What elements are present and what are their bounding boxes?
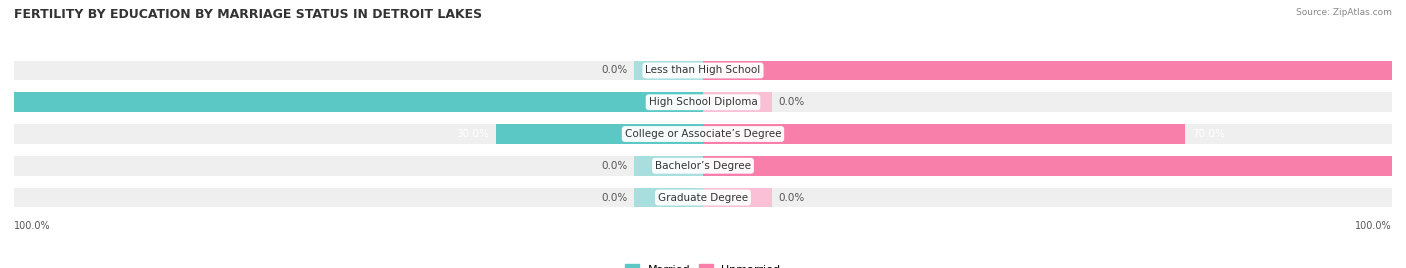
Text: FERTILITY BY EDUCATION BY MARRIAGE STATUS IN DETROIT LAKES: FERTILITY BY EDUCATION BY MARRIAGE STATU… bbox=[14, 8, 482, 21]
Bar bbox=[703, 156, 1392, 176]
Bar bbox=[14, 124, 703, 144]
Text: College or Associate’s Degree: College or Associate’s Degree bbox=[624, 129, 782, 139]
Text: 100.0%: 100.0% bbox=[1399, 161, 1406, 171]
Bar bbox=[703, 188, 1392, 207]
Bar bbox=[14, 92, 703, 112]
Bar bbox=[703, 124, 772, 144]
Bar bbox=[14, 156, 703, 176]
Bar bbox=[703, 61, 1392, 80]
Text: Bachelor’s Degree: Bachelor’s Degree bbox=[655, 161, 751, 171]
Text: High School Diploma: High School Diploma bbox=[648, 97, 758, 107]
Text: 0.0%: 0.0% bbox=[600, 192, 627, 203]
Bar bbox=[703, 61, 1392, 80]
Bar bbox=[703, 188, 772, 207]
Bar bbox=[703, 92, 1392, 112]
Text: 100.0%: 100.0% bbox=[1399, 65, 1406, 76]
Legend: Married, Unmarried: Married, Unmarried bbox=[621, 260, 785, 268]
Bar bbox=[634, 92, 703, 112]
Text: Graduate Degree: Graduate Degree bbox=[658, 192, 748, 203]
Text: 0.0%: 0.0% bbox=[600, 65, 627, 76]
Text: 0.0%: 0.0% bbox=[779, 192, 806, 203]
Bar bbox=[634, 156, 703, 176]
Bar bbox=[14, 188, 703, 207]
Bar bbox=[496, 124, 703, 144]
Bar bbox=[703, 124, 1185, 144]
Bar bbox=[703, 61, 772, 80]
Bar bbox=[14, 61, 703, 80]
Text: 100.0%: 100.0% bbox=[14, 221, 51, 231]
Text: 30.0%: 30.0% bbox=[457, 129, 489, 139]
Bar bbox=[703, 124, 1392, 144]
Bar bbox=[703, 124, 1185, 144]
Text: 100.0%: 100.0% bbox=[1355, 221, 1392, 231]
Bar bbox=[14, 92, 703, 112]
Bar bbox=[703, 92, 772, 112]
Bar bbox=[703, 156, 772, 176]
Bar bbox=[703, 156, 1392, 176]
Text: Less than High School: Less than High School bbox=[645, 65, 761, 76]
Text: 70.0%: 70.0% bbox=[1192, 129, 1225, 139]
Bar bbox=[703, 61, 1392, 80]
Bar bbox=[634, 61, 703, 80]
Text: Source: ZipAtlas.com: Source: ZipAtlas.com bbox=[1296, 8, 1392, 17]
Text: 100.0%: 100.0% bbox=[0, 97, 7, 107]
Bar bbox=[634, 124, 703, 144]
Bar bbox=[703, 156, 1392, 176]
Text: 0.0%: 0.0% bbox=[600, 161, 627, 171]
Bar bbox=[634, 188, 703, 207]
Text: 0.0%: 0.0% bbox=[779, 97, 806, 107]
Bar bbox=[14, 92, 703, 112]
Bar bbox=[496, 124, 703, 144]
